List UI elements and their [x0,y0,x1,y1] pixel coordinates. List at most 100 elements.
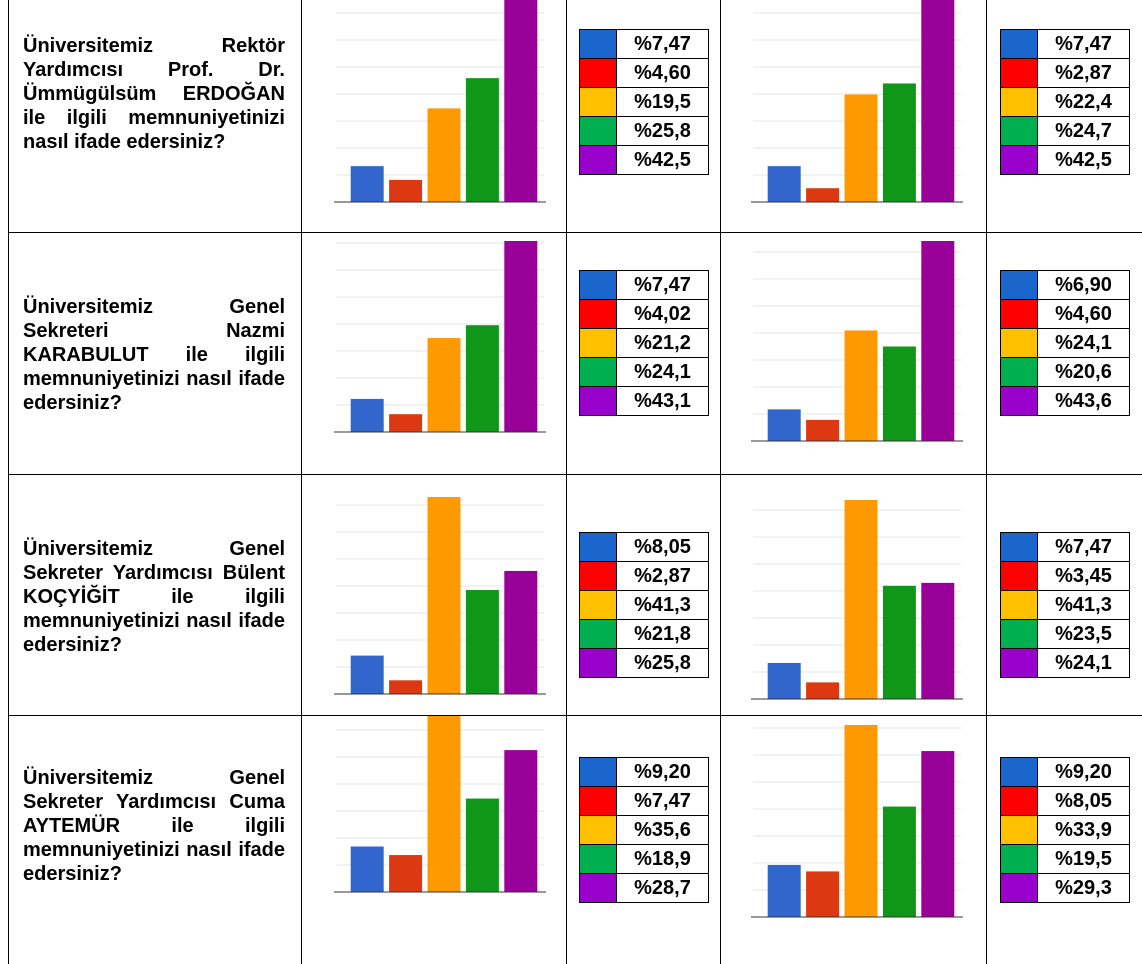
legend-value: %18,9 [616,844,709,874]
bar [882,83,916,202]
legend-value: %24,1 [1037,328,1130,358]
bar [427,338,461,432]
bar [350,655,384,694]
legend-swatch [579,270,617,300]
legend-value: %6,90 [1037,270,1130,300]
bar [350,398,384,432]
legend-swatch [579,532,617,562]
legend-value: %28,7 [616,873,709,903]
legend-value: %29,3 [1037,873,1130,903]
bar-chart-left [326,233,559,474]
question-text: Üniversitemiz Genel Sekreter Yardımcısı … [23,767,285,885]
legend-value: %9,20 [1037,757,1130,787]
legend-value: %42,5 [616,145,709,175]
bar [921,241,955,441]
bar-chart-right [743,233,976,474]
legend-value: %43,6 [1037,386,1130,416]
bar [504,750,538,892]
legend-value: %25,8 [616,116,709,146]
bar [882,346,916,441]
legend-value: %2,87 [616,561,709,591]
legend-value: %22,4 [1037,87,1130,117]
legend-value: %8,05 [1037,786,1130,816]
bar [465,590,499,694]
bar [844,330,878,441]
legend-value: %24,1 [1037,648,1130,678]
legend-swatch [1000,844,1038,874]
legend-swatch [579,87,617,117]
legend-swatch [1000,757,1038,787]
bar-chart-right [743,0,976,233]
bar [350,166,384,202]
legend-swatch [1000,873,1038,903]
legend-swatch [579,561,617,591]
legend-value: %42,5 [1037,145,1130,175]
legend-value: %4,02 [616,299,709,329]
legend-table-right: %6,90 %4,60 %24,1 %20,6 %43,6 [1000,270,1130,416]
legend-value: %24,7 [1037,116,1130,146]
legend-value: %7,47 [616,29,709,59]
bar [767,864,801,917]
legend-swatch [1000,270,1038,300]
bar [767,409,801,441]
legend-value: %9,20 [616,757,709,787]
table-border [8,0,9,964]
legend-table-left: %9,20 %7,47 %35,6 %18,9 %28,7 [579,757,709,903]
table-border [8,474,1142,475]
question-text: Üniversitemiz Genel Sekreteri Nazmi KARA… [23,296,285,414]
legend-table-right: %7,47 %2,87 %22,4 %24,7 %42,5 [1000,29,1130,175]
legend-value: %19,5 [616,87,709,117]
legend-swatch [579,29,617,59]
table-border [301,0,302,964]
bar [465,78,499,202]
legend-swatch [1000,357,1038,387]
table-border [8,232,1142,233]
legend-value: %25,8 [616,648,709,678]
bar-chart-left [326,0,559,233]
bar [767,166,801,202]
bar [427,108,461,202]
legend-table-right: %9,20 %8,05 %33,9 %19,5 %29,3 [1000,757,1130,903]
bar [427,716,461,892]
bar [465,325,499,432]
legend-swatch [579,873,617,903]
legend-swatch [579,619,617,649]
legend-value: %23,5 [1037,619,1130,649]
bar [844,725,878,917]
legend-swatch [1000,648,1038,678]
bar [806,419,840,441]
bar [389,855,423,892]
legend-value: %35,6 [616,815,709,845]
legend-swatch [579,648,617,678]
bar [844,500,878,699]
legend-swatch [1000,590,1038,620]
question-text: Üniversitemiz Rektör Yardımcısı Prof. Dr… [23,35,285,153]
legend-swatch [579,145,617,175]
bar [389,179,423,202]
legend-value: %3,45 [1037,561,1130,591]
bar [882,585,916,699]
legend-swatch [1000,29,1038,59]
table-border [720,0,721,964]
legend-swatch [1000,328,1038,358]
bar [504,241,538,432]
legend-swatch [1000,815,1038,845]
bar [427,497,461,694]
legend-value: %19,5 [1037,844,1130,874]
legend-table-left: %7,47 %4,60 %19,5 %25,8 %42,5 [579,29,709,175]
table-border [8,715,1142,716]
legend-value: %41,3 [1037,590,1130,620]
table-border [986,0,987,964]
bar-chart-left [326,475,559,716]
table-row: Üniversitemiz Genel Sekreteri Nazmi KARA… [8,233,1142,474]
legend-swatch [579,757,617,787]
legend-swatch [1000,561,1038,591]
legend-swatch [1000,145,1038,175]
legend-swatch [1000,87,1038,117]
bar [844,94,878,202]
legend-table-right: %7,47 %3,45 %41,3 %23,5 %24,1 [1000,532,1130,678]
bar [504,570,538,694]
legend-swatch [579,786,617,816]
bar-chart-right [743,716,976,957]
bar [882,806,916,917]
